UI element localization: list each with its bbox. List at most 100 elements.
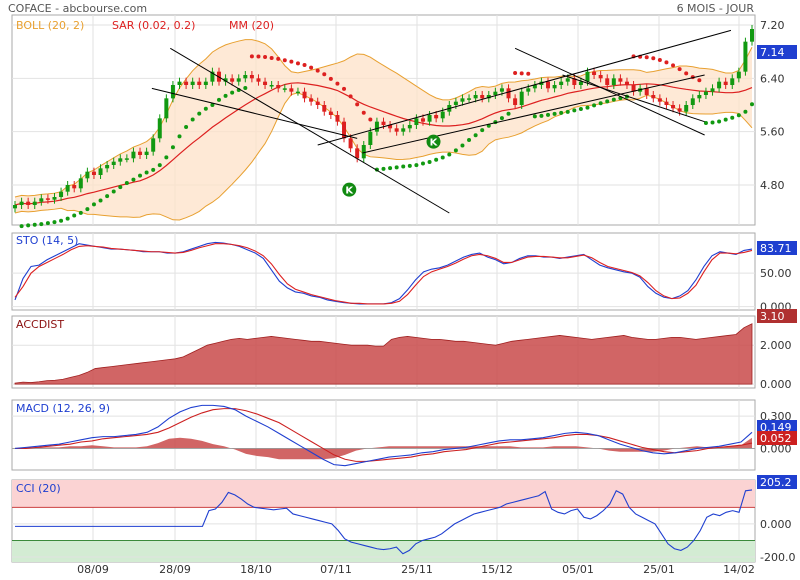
- candle-body: [598, 75, 603, 79]
- sar-dot: [394, 165, 399, 170]
- candle-body: [111, 161, 116, 165]
- sar-dot: [526, 71, 531, 76]
- sar-dot: [585, 105, 590, 110]
- candle-body: [282, 88, 287, 90]
- sar-dot: [65, 216, 70, 221]
- candle-body: [624, 81, 629, 85]
- sar-dot: [39, 222, 44, 227]
- sar-dot: [249, 54, 254, 59]
- candle-body: [585, 71, 590, 82]
- candle-body: [486, 95, 491, 99]
- sar-dot: [664, 60, 669, 65]
- candle-body: [164, 98, 169, 119]
- sar-dot: [539, 113, 544, 118]
- candle-body: [407, 125, 412, 129]
- accdist-title: ACCDIST: [16, 318, 64, 331]
- trend-line: [170, 47, 450, 214]
- sar-dot: [427, 160, 432, 165]
- sar-dot: [513, 71, 518, 75]
- last-value-box: [757, 420, 797, 434]
- candle-body: [427, 115, 432, 122]
- candle-body: [368, 131, 373, 145]
- trend-line: [317, 29, 732, 146]
- x-tick-label: 18/10: [240, 563, 272, 576]
- sar-dot: [578, 106, 583, 111]
- y-tick-label: 0.300: [760, 410, 792, 423]
- symbol-source: COFACE - abcbourse.com: [8, 2, 148, 15]
- sar-dot: [453, 148, 458, 153]
- sar-dot: [85, 207, 90, 212]
- candle-body: [190, 81, 195, 85]
- candle-body: [532, 85, 537, 89]
- candle-body: [381, 121, 386, 125]
- k-marker-label: K: [345, 186, 354, 197]
- sar-dot: [532, 114, 537, 119]
- sar-dot: [348, 94, 353, 99]
- candle-body: [157, 118, 162, 139]
- sar-dot: [368, 117, 373, 122]
- candle-body: [85, 171, 90, 179]
- sar-dot: [118, 185, 123, 190]
- moving-average-line: [14, 82, 753, 206]
- candle-body: [289, 88, 294, 92]
- sar-dot: [552, 111, 557, 116]
- y-tick-label: 0.000: [760, 442, 792, 455]
- candle-body: [184, 81, 189, 85]
- sar-dot: [315, 68, 320, 73]
- sar-dot: [684, 71, 689, 76]
- sar-dot: [184, 125, 189, 130]
- sar-dot: [388, 166, 393, 171]
- sar-dot: [697, 78, 702, 83]
- accdist-area: [14, 323, 753, 385]
- candle-body: [223, 78, 228, 82]
- candle-body: [105, 165, 110, 169]
- cci-oversold-zone: [12, 540, 755, 562]
- sar-dot: [730, 115, 735, 120]
- last-value-box: [757, 431, 797, 445]
- sar-dot: [361, 110, 366, 115]
- sar-dot: [572, 108, 577, 113]
- sar-dot: [473, 133, 478, 138]
- candle-body: [572, 78, 577, 85]
- candle-body: [499, 88, 504, 92]
- candle-body: [552, 85, 557, 89]
- macd-line: [14, 404, 753, 467]
- sar-dot: [407, 163, 412, 168]
- sar-dot: [592, 103, 597, 108]
- y-tick-label: 2.000: [760, 339, 792, 352]
- x-tick-label: 07/11: [320, 563, 352, 576]
- candle-body: [210, 71, 215, 82]
- sar-dot: [717, 119, 722, 124]
- candle-body: [91, 171, 96, 175]
- candle-body: [717, 81, 722, 89]
- candle-body: [302, 91, 307, 99]
- last-value-box: [757, 241, 797, 255]
- candle-body: [39, 198, 44, 202]
- candle-body: [309, 98, 314, 102]
- candle-body: [197, 81, 202, 85]
- sar-dot: [289, 59, 294, 64]
- candle-body: [388, 125, 393, 129]
- candle-body: [519, 91, 524, 105]
- candle-body: [401, 128, 406, 132]
- macd-title: MACD (12, 26, 9): [16, 402, 110, 415]
- k-marker: [426, 134, 441, 149]
- signal-last-value: 0.052: [760, 432, 792, 445]
- candle-body: [420, 118, 425, 122]
- x-tick-label: 15/12: [481, 563, 513, 576]
- sar-dot: [78, 210, 83, 215]
- candle-body: [730, 78, 735, 85]
- candle-body: [78, 178, 83, 189]
- candle-body: [618, 78, 623, 82]
- cci-overbought-zone: [12, 480, 755, 508]
- sar-dot: [230, 90, 235, 95]
- candle-body: [493, 91, 498, 95]
- candle-body: [414, 118, 419, 125]
- sar-dot: [170, 145, 175, 150]
- sar-dot: [269, 56, 274, 61]
- candle-body: [230, 78, 235, 82]
- trend-line: [514, 47, 705, 136]
- x-tick-label: 25/11: [401, 563, 433, 576]
- sar-dot: [263, 55, 268, 60]
- x-tick-label: 25/01: [643, 563, 675, 576]
